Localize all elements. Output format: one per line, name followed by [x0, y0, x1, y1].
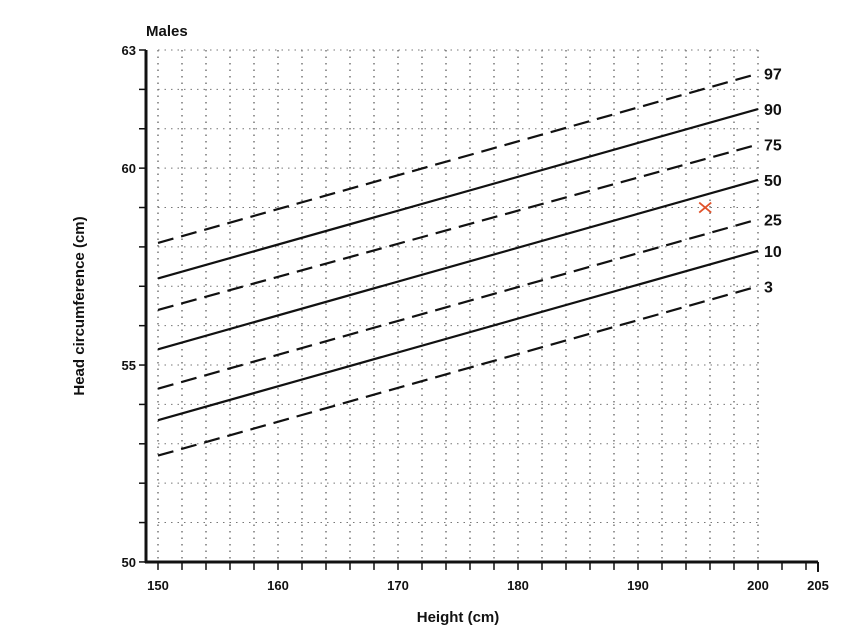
y-tick-label: 55: [122, 358, 136, 373]
axes: 150 160 170 180 190 200 205 50 55 60 63: [122, 43, 829, 593]
percentile-label-90: 90: [764, 102, 782, 119]
grid: [157, 49, 759, 562]
x-tick-label: 190: [627, 578, 649, 593]
percentile-line-97: [157, 72, 759, 245]
x-axis-title: Height (cm): [417, 609, 500, 626]
x-tick-label: 170: [387, 578, 409, 593]
percentile-line-25: [157, 218, 759, 390]
y-axis-title: Head circumference (cm): [71, 216, 88, 395]
percentile-line-75: [157, 143, 759, 311]
y-tick-label: 50: [122, 555, 136, 570]
percentile-label-10: 10: [764, 244, 782, 261]
percentile-line-3: [157, 285, 759, 457]
data-point-marker: [698, 201, 712, 214]
percentile-label-97: 97: [764, 67, 782, 84]
percentile-line-10: [157, 249, 759, 422]
percentile-label-3: 3: [764, 279, 773, 296]
marker-stroke: [698, 201, 712, 214]
y-tick-label: 60: [122, 161, 136, 176]
percentile-line-50: [157, 178, 759, 351]
percentile-lines: 97 90 75 50 25 10 3: [157, 67, 782, 457]
percentile-label-25: 25: [764, 212, 782, 229]
x-tick-label: 180: [507, 578, 529, 593]
percentile-label-75: 75: [764, 138, 782, 155]
percentile-label-50: 50: [764, 173, 782, 190]
x-tick-label: 150: [147, 578, 169, 593]
x-tick-label: 200: [747, 578, 769, 593]
chart-title: Males: [146, 23, 188, 40]
x-tick-label: 205: [807, 578, 829, 593]
y-tick-label: 63: [122, 43, 136, 58]
percentile-line-90: [157, 108, 759, 280]
x-tick-label: 160: [267, 578, 289, 593]
